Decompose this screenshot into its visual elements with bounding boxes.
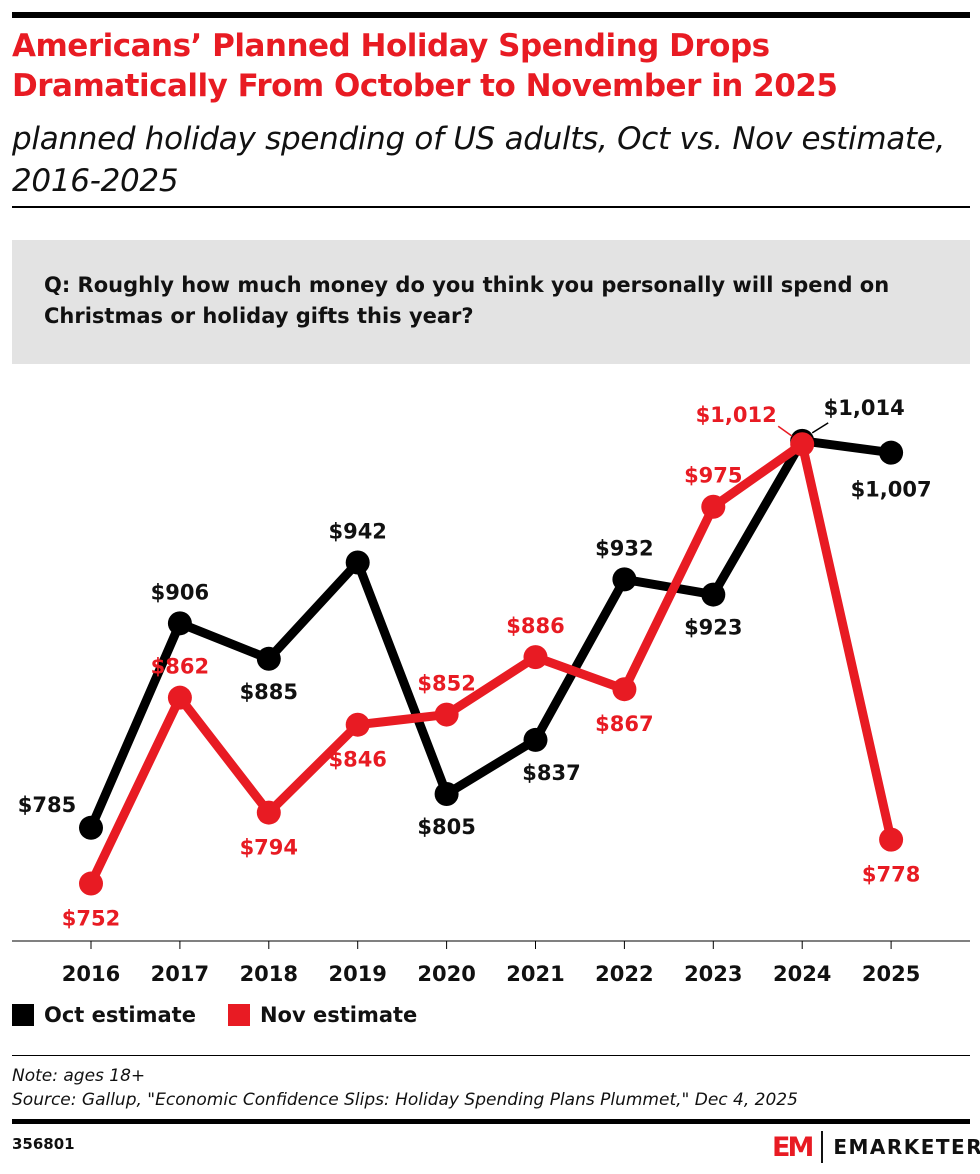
- data-label: $1,007: [851, 478, 932, 502]
- line-chart: 2016 2017 2018 2019 2020 2021 2022 2023 2024 2025…: [12, 396, 970, 986]
- data-point: [256, 800, 281, 825]
- series-line-nov: [86, 439, 896, 886]
- data-point: [79, 815, 103, 840]
- legend-label: Nov estimate: [259, 1003, 418, 1027]
- data-label: $1,014: [824, 396, 905, 420]
- data-point: [523, 727, 548, 752]
- data-point: [434, 781, 459, 806]
- legend: Oct estimate Nov estimate: [12, 1003, 417, 1027]
- data-point: [167, 685, 192, 710]
- data-label: $906: [151, 580, 209, 604]
- data-point: [701, 494, 726, 519]
- data-label: $885: [240, 680, 298, 704]
- leader-line: [777, 425, 793, 437]
- emarketer-logo: EM EMARKETER: [772, 1131, 980, 1163]
- data-label: $805: [417, 815, 475, 839]
- top-rule: [12, 12, 970, 18]
- legend-label: Oct estimate: [44, 1003, 196, 1027]
- divider: [12, 1055, 970, 1056]
- logo-separator: [821, 1131, 824, 1163]
- legend-item-oct: Oct estimate: [12, 1003, 196, 1027]
- chart-subtitle: planned holiday spending of US adults, O…: [12, 121, 946, 199]
- data-point: [434, 702, 459, 727]
- data-point: [79, 871, 103, 896]
- data-label: $852: [417, 672, 475, 696]
- data-label: $862: [151, 655, 209, 679]
- data-point: [612, 567, 637, 592]
- data-label: $837: [522, 761, 580, 785]
- data-point: [612, 677, 637, 702]
- x-tick-label: 2021: [506, 962, 564, 986]
- x-tick-label: 2023: [684, 962, 742, 986]
- data-label: $778: [862, 863, 920, 887]
- data-label: $785: [18, 793, 76, 817]
- x-tick-label: 2022: [595, 962, 653, 986]
- data-point: [256, 646, 281, 671]
- data-label: $1,012: [696, 403, 777, 427]
- x-tick-label: 2024: [773, 962, 831, 986]
- data-point: [701, 582, 726, 607]
- data-label: $794: [240, 836, 298, 860]
- note-text: Note: ages 18+: [12, 1066, 146, 1086]
- x-tick-label: 2016: [62, 962, 120, 986]
- footnote: Note: ages 18+ Source: Gallup, "Economic…: [12, 1064, 798, 1112]
- logo-wordmark: EMARKETER: [833, 1135, 980, 1159]
- chart-id: 356801: [12, 1135, 75, 1153]
- x-tick-label: 2019: [328, 962, 386, 986]
- data-label: $932: [595, 536, 653, 560]
- legend-item-nov: Nov estimate: [227, 1003, 418, 1027]
- x-tick-label: 2020: [417, 962, 475, 986]
- data-label: $752: [62, 907, 120, 931]
- chart-title: Americans’ Planned Holiday Spending Drop…: [12, 28, 838, 104]
- series-line-oct: [86, 436, 892, 830]
- data-label: $923: [684, 616, 742, 640]
- data-label: $867: [595, 712, 653, 736]
- leader-line: [811, 422, 829, 434]
- divider: [12, 206, 970, 208]
- data-point: [790, 432, 815, 457]
- data-point: [167, 611, 192, 636]
- source-text: Source: Gallup, "Economic Confidence Sli…: [12, 1090, 798, 1110]
- legend-swatch: [227, 1004, 250, 1026]
- data-label: $846: [328, 748, 386, 772]
- x-tick-label: 2017: [151, 962, 209, 986]
- data-point: [345, 550, 370, 575]
- logo-mark: EM: [772, 1131, 814, 1163]
- x-tick-label: 2018: [240, 962, 298, 986]
- data-point: [879, 827, 904, 852]
- bottom-rule: [12, 1119, 970, 1124]
- data-label: $886: [506, 614, 564, 638]
- question-text: Q: Roughly how much money do you think y…: [44, 273, 890, 328]
- data-label: $942: [328, 519, 386, 543]
- legend-swatch: [12, 1004, 34, 1026]
- data-point: [345, 712, 370, 737]
- data-point: [879, 440, 904, 465]
- question-box: Q: Roughly how much money do you think y…: [12, 240, 970, 364]
- x-tick-label: 2025: [862, 962, 920, 986]
- data-point: [523, 645, 548, 670]
- data-label: $975: [684, 464, 742, 488]
